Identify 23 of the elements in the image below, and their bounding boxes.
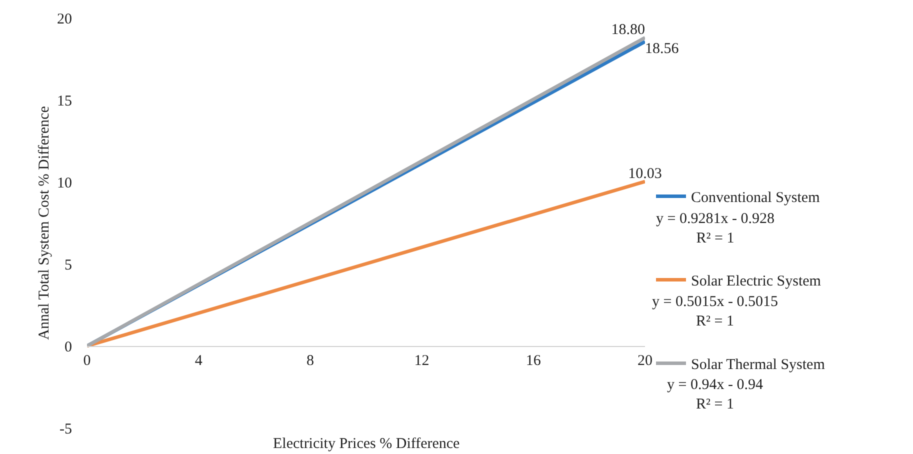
- x-tick-label: 4: [194, 353, 203, 369]
- y-tick-label: 15: [57, 93, 72, 110]
- text: y = 0.9281x - 0.928 R² = 1: [656, 211, 774, 246]
- x-tick-label: 0: [83, 353, 91, 369]
- text: y = 0.94x - 0.94 R² = 1: [667, 377, 764, 412]
- x-tick-label: 12: [414, 353, 430, 369]
- y-axis-title: Annal Total System Cost % Difference: [36, 106, 52, 340]
- x-tick-label: 8: [306, 353, 314, 369]
- x-axis-title: Electricity Prices % Difference: [273, 436, 460, 452]
- y-tick-label: 0: [64, 339, 72, 356]
- data-label: 10.03: [628, 166, 662, 182]
- x-tick-label: 16: [526, 353, 542, 369]
- y-tick-label: 20: [57, 11, 72, 28]
- legend-label: Solar Electric System: [691, 274, 822, 290]
- legend-label: Conventional System: [691, 190, 820, 206]
- y-tick-label: 10: [57, 175, 72, 192]
- y-tick-label: 5: [64, 257, 72, 274]
- data-label: 18.80: [611, 22, 645, 38]
- y-tick-label: -5: [60, 421, 72, 438]
- legend-label: Solar Thermal System: [691, 357, 826, 374]
- data-label: 18.56: [645, 40, 680, 57]
- text: y = 0.5015x - 0.5015 R² = 1: [652, 294, 778, 330]
- x-tick-label: 20: [638, 353, 652, 369]
